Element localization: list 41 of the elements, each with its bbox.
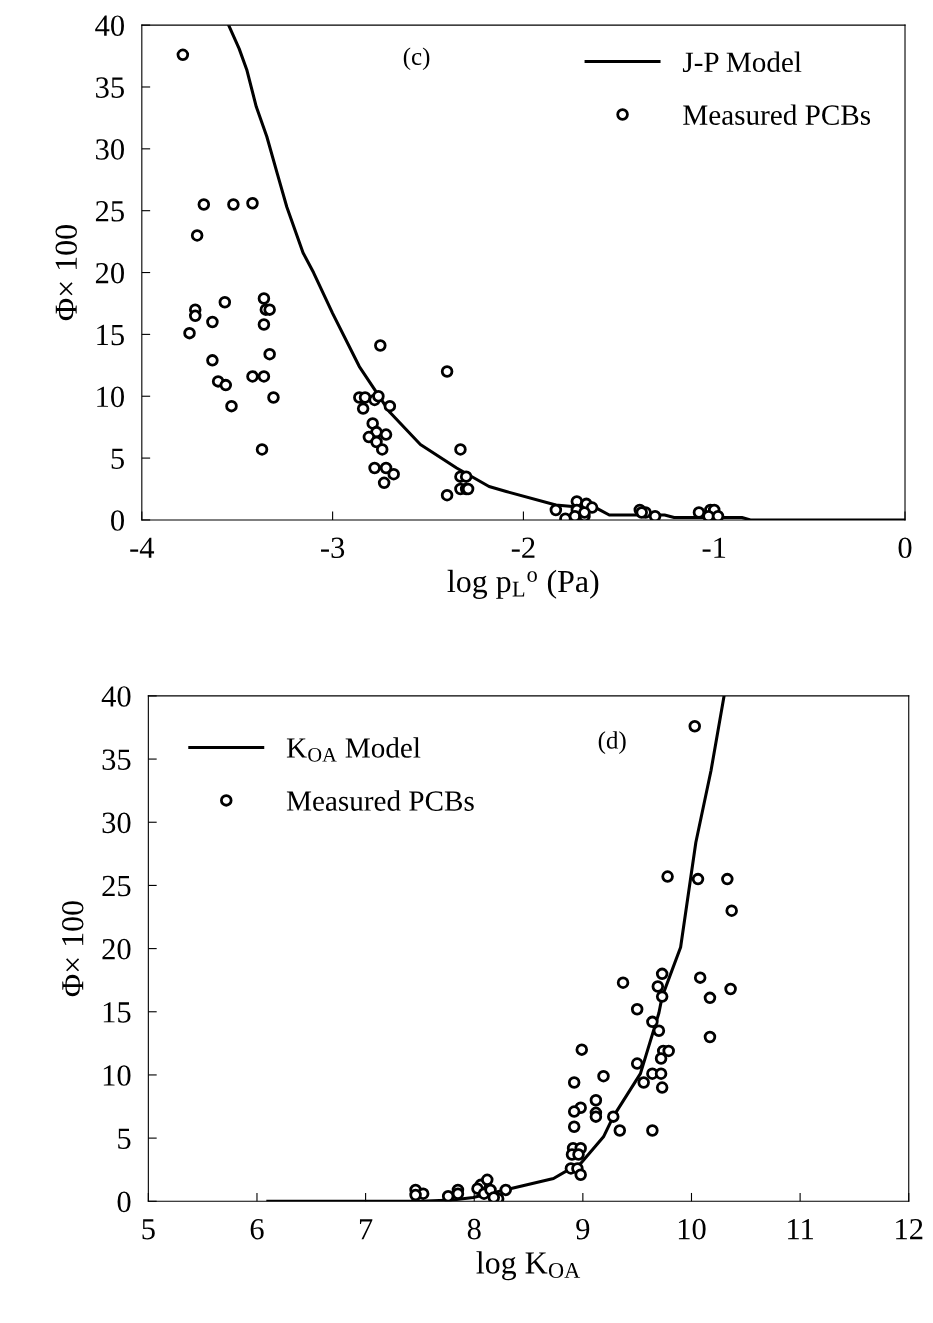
y-tick-label: 25	[102, 875, 131, 897]
x-tick-label: -2	[511, 537, 535, 558]
x-tick-label: 9	[576, 1218, 590, 1240]
y-tick-label: 0	[111, 510, 124, 531]
y-tick-label: 25	[95, 201, 124, 222]
y-tick-label: 40	[101, 686, 131, 707]
x-tick-label: 8	[467, 1218, 481, 1240]
legend-label: J-P Model	[682, 51, 802, 73]
y-tick-label: 20	[102, 938, 131, 960]
y-tick-label: 15	[103, 1002, 131, 1023]
y-tick-label: 5	[111, 448, 124, 469]
x-tick-label: 10	[678, 1218, 706, 1240]
x-tick-label: -1	[702, 537, 726, 558]
y-axis-title: Φ× 100	[61, 901, 84, 997]
legend-label: K$_{OA}$ Model	[286, 737, 421, 762]
x-tick-label: -4	[130, 537, 155, 558]
x-tick-label: 6	[250, 1218, 264, 1240]
x-tick-label: 11	[788, 1218, 813, 1240]
y-tick-label: 5	[118, 1128, 131, 1150]
x-tick-label: 7	[359, 1219, 373, 1240]
x-axis-title: log p$_{L}$$^{o}$ (Pa)	[447, 569, 599, 599]
x-tick-label: -3	[321, 537, 345, 559]
x-tick-label: 5	[142, 1219, 155, 1240]
y-tick-label: 35	[102, 749, 131, 770]
y-tick-label: 10	[103, 1065, 131, 1086]
y-axis-title: Φ× 100	[55, 225, 77, 321]
y-tick-label: 10	[97, 386, 124, 408]
x-tick-label: 0	[898, 537, 912, 559]
y-tick-label: 20	[95, 262, 124, 284]
legend-label: Measured PCBs	[683, 104, 871, 125]
legend-label: Measured PCBs	[286, 790, 474, 811]
x-tick-label: 12	[896, 1218, 923, 1240]
y-tick-label: 40	[95, 15, 124, 37]
x-axis-title: log K$_{OA}$	[476, 1251, 581, 1281]
y-tick-label: 15	[97, 324, 124, 346]
y-tick-label: 35	[96, 77, 124, 98]
y-tick-label: 30	[96, 139, 124, 160]
y-tick-label: 30	[102, 812, 131, 834]
annotation: (c)	[403, 47, 430, 71]
y-tick-label: 0	[117, 1191, 131, 1213]
annotation: (d)	[598, 731, 626, 754]
